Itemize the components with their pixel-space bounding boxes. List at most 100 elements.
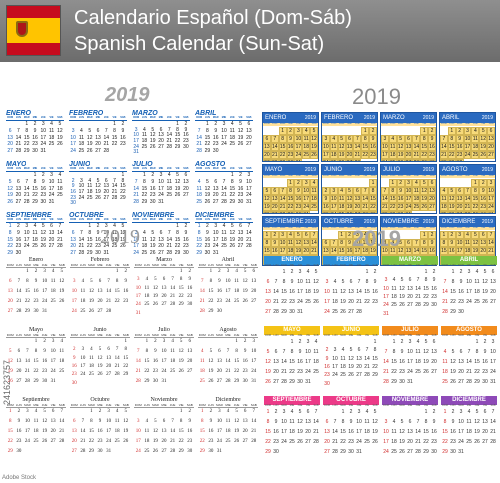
day-cell: 16 (447, 247, 456, 255)
day-cell: 4 (302, 127, 311, 135)
empty-cell (96, 339, 105, 347)
weekday-label: DOM (382, 122, 388, 125)
day-cell: 2 (447, 231, 456, 239)
day-cell: 22 (24, 299, 30, 304)
month-card: MAYO 2019 DOM LUN MAR MIE JUE VIE SAB 1 2 3 4 5 6 7 8 9 10… (262, 164, 319, 214)
day-cell: 23 (348, 439, 354, 445)
empty-cell (49, 309, 58, 319)
day-cell: 11 (225, 419, 231, 424)
day-cell: 12 (234, 419, 240, 424)
day-cell: 19 (152, 439, 158, 444)
day-cell: 24 (221, 141, 227, 148)
day-cell: 18 (229, 134, 236, 141)
day-cell: 1 (424, 409, 428, 415)
day-cell: 9 (428, 135, 436, 143)
empty-cell (405, 127, 413, 135)
day-cell: 15 (447, 143, 456, 151)
month-name: Junio (93, 327, 107, 333)
day-cell: 30 (149, 199, 156, 206)
month-year-label: 2019 (481, 219, 493, 225)
day-cell: 2 (154, 339, 157, 344)
day-cell: 3 (467, 269, 471, 275)
day-cell: 16 (396, 195, 405, 203)
weekday-label: JUE (169, 263, 176, 267)
day-cell: 6 (345, 135, 354, 143)
day-cell: 14 (329, 247, 338, 255)
weekday-label: VIE (304, 122, 309, 125)
day-cell: 15 (281, 289, 287, 295)
weekday-label: DOM (134, 403, 142, 407)
day-cell: 26 (123, 439, 129, 444)
day-cell: 23 (458, 299, 464, 305)
day-cell: 14 (246, 229, 252, 236)
empty-cell (104, 339, 113, 347)
day-cell: 29 (474, 379, 480, 385)
day-cell: 25 (199, 379, 205, 384)
month-card: Marzo DOM LUN MAR MIE JUE VIE SAB 1 2 3 4 5 6 7 8 9 10 11 1… (134, 257, 194, 319)
day-cell: 16 (428, 247, 436, 255)
day-cell: 5 (243, 269, 247, 274)
empty-cell (428, 211, 436, 213)
day-cell: 4 (145, 419, 149, 424)
day-cell: 16 (204, 236, 211, 243)
day-cell: 26 (88, 309, 94, 314)
day-cell: 14 (361, 195, 370, 203)
day-cell: 30 (450, 449, 456, 455)
day-cell: 27 (404, 159, 413, 161)
day-cell: 25 (144, 302, 150, 308)
day-cell: 2 (432, 409, 436, 415)
day-cell: 31 (42, 309, 48, 314)
day-cell: 17 (80, 363, 86, 369)
day-cell: 15 (278, 143, 287, 151)
day-cell: 13 (237, 229, 244, 236)
day-cell: 11 (141, 236, 148, 243)
day-cell: 5 (298, 409, 302, 415)
day-cell: 9 (184, 229, 188, 236)
weekday-label: SAB (429, 122, 435, 125)
day-cell: 30 (479, 211, 488, 213)
day-cell: 7 (353, 135, 362, 143)
day-cell: 19 (59, 289, 65, 294)
empty-cell (134, 269, 143, 277)
day-cell: 24 (305, 369, 311, 375)
day-cell: 6 (214, 178, 218, 185)
day-cell: 17 (212, 236, 219, 243)
weekday-label: MAR (456, 174, 463, 177)
day-cell: 22 (141, 192, 148, 199)
day-cell: 28 (135, 379, 141, 384)
day-cell: 4 (235, 269, 238, 274)
day-cell: 16 (183, 132, 189, 139)
weekday-label: JUE (166, 116, 172, 119)
weekday-label: JUE (233, 263, 240, 267)
day-cell: 11 (391, 285, 397, 292)
empty-cell (23, 449, 32, 459)
day-cell: 10 (356, 419, 362, 425)
weekday-label: MAR (456, 226, 463, 229)
day-cell: 26 (297, 439, 303, 445)
weekday-header: DOM LUN MAR MIE JUE VIE SAB (132, 218, 190, 223)
day-cell: 15 (86, 236, 93, 243)
day-cell: 21 (310, 247, 318, 255)
day-cell: 6 (455, 187, 464, 195)
day-cell: 4 (113, 223, 116, 229)
month-name: DICIEMBRE (440, 217, 495, 227)
weekday-label: SAB (431, 404, 437, 407)
day-cell: 3 (25, 223, 29, 229)
day-cell: 21 (270, 151, 279, 159)
empty-cell (465, 450, 473, 460)
day-cell: 24 (463, 151, 472, 159)
day-cell: 17 (324, 299, 330, 305)
day-cell: 12 (242, 279, 248, 284)
empty-cell (173, 200, 181, 207)
day-cell: 3 (294, 127, 303, 135)
day-cell: 10 (24, 419, 30, 424)
day-cell: 24 (23, 243, 30, 250)
day-cell: 28 (383, 379, 389, 385)
day-cell: 10 (458, 419, 464, 425)
day-cell: 3 (43, 269, 46, 274)
day-cell: 30 (348, 449, 354, 455)
day-cell: 27 (356, 372, 362, 379)
day-cell: 1 (90, 409, 93, 414)
day-cell: 28 (111, 194, 118, 201)
